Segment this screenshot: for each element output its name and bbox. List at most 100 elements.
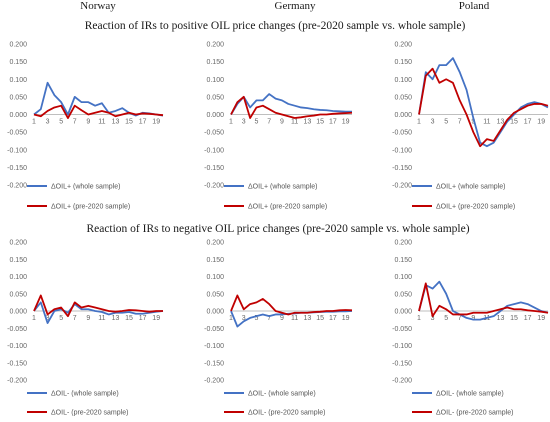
y-tick-label: 0.200	[206, 240, 224, 247]
series-line-whole-sample	[33, 81, 164, 117]
x-tick-label: 3	[46, 119, 50, 126]
country-label-germany: Germany	[275, 0, 316, 12]
y-tick-label: 0.000	[394, 309, 412, 316]
x-tick-label: 15	[125, 119, 133, 126]
y-tick-label: 0.200	[9, 42, 27, 49]
x-tick-label: 17	[139, 315, 147, 322]
y-tick-label: 0.000	[206, 112, 224, 119]
series-line-pre-2020-sample	[230, 294, 353, 316]
x-tick-label: 7	[458, 119, 462, 126]
x-tick-label: 13	[497, 315, 505, 322]
x-tick-label: 9	[471, 119, 475, 126]
x-tick-label: 1	[229, 119, 233, 126]
x-tick-label: 7	[73, 119, 77, 126]
x-tick-label: 5	[444, 119, 448, 126]
series-line-pre-2020-sample	[33, 104, 164, 119]
x-tick-label: 1	[32, 315, 36, 322]
x-tick-label: 9	[280, 315, 284, 322]
legend-label: ΔOIL- (pre-2020 sample)	[248, 410, 325, 417]
x-tick-label: 15	[510, 315, 518, 322]
y-tick-label: -0.200	[204, 183, 224, 190]
x-tick-label: 13	[304, 119, 312, 126]
x-tick-label: 3	[242, 315, 246, 322]
x-tick-label: 7	[458, 315, 462, 322]
y-tick-label: 0.100	[394, 77, 412, 84]
y-tick-label: -0.050	[7, 326, 27, 333]
y-tick-label: 0.150	[394, 257, 412, 264]
legend-label: ΔOIL- (whole sample)	[436, 391, 504, 398]
x-tick-label: 19	[342, 119, 350, 126]
legend-label: ΔOIL+ (whole sample)	[51, 184, 120, 191]
y-tick-label: -0.100	[392, 147, 412, 154]
y-tick-label: 0.000	[9, 309, 27, 316]
y-tick-label: -0.200	[7, 183, 27, 190]
y-tick-label: -0.150	[7, 165, 27, 172]
y-tick-label: 0.100	[9, 77, 27, 84]
x-tick-label: 13	[112, 119, 120, 126]
country-label-norway: Norway	[80, 0, 116, 12]
x-tick-label: 17	[524, 315, 532, 322]
x-tick-label: 9	[86, 119, 90, 126]
y-tick-label: -0.150	[204, 360, 224, 367]
y-tick-label: 0.000	[394, 112, 412, 119]
panel-negative-germany: 0.200 0.150 0.100 0.050 0.000 -0.050 -0.100 -0.…	[204, 240, 353, 417]
legend-label: ΔOIL+ (whole sample)	[436, 184, 505, 191]
x-tick-label: 1	[417, 315, 421, 322]
section-title-positive: Reaction of IRs to positive OIL price ch…	[85, 20, 466, 32]
y-tick-label: 0.050	[9, 94, 27, 101]
panel-positive-norway: 0.200 0.150 0.100 0.050 0.000 -0.050 -0.100 -0.…	[7, 42, 164, 211]
y-tick-label: -0.050	[204, 130, 224, 137]
y-tick-label: -0.150	[392, 360, 412, 367]
x-tick-label: 11	[291, 119, 298, 126]
x-tick-label: 1	[417, 119, 421, 126]
x-tick-label: 3	[46, 315, 50, 322]
series-line-pre-2020-sample	[230, 95, 353, 119]
y-tick-label: -0.200	[392, 378, 412, 385]
x-tick-label: 15	[316, 315, 324, 322]
y-tick-label: -0.200	[7, 378, 27, 385]
series-line-pre-2020-sample	[418, 67, 549, 148]
y-tick-label: 0.200	[9, 240, 27, 247]
x-tick-label: 1	[229, 315, 233, 322]
y-tick-label: -0.150	[7, 360, 27, 367]
series-line-whole-sample	[33, 301, 164, 324]
y-tick-label: 0.050	[394, 291, 412, 298]
y-tick-label: 0.150	[9, 257, 27, 264]
y-tick-label: 0.200	[394, 42, 412, 49]
y-tick-label: -0.100	[7, 343, 27, 350]
panel-positive-poland: 0.200 0.150 0.100 0.050 0.000 -0.050 -0.100 -0.…	[392, 42, 549, 211]
y-tick-label: 0.100	[206, 77, 224, 84]
series-line-pre-2020-sample	[33, 294, 163, 318]
legend-label: ΔOIL- (whole sample)	[248, 391, 316, 398]
y-tick-label: 0.100	[9, 274, 27, 281]
chart-panels: 0.200 0.150 0.100 0.050 0.000 -0.050 -0.100 -0.…	[7, 42, 549, 417]
legend-label: ΔOIL+ (pre-2020 sample)	[248, 204, 327, 211]
x-tick-label: 5	[59, 119, 63, 126]
x-tick-label: 9	[471, 315, 475, 322]
y-tick-label: -0.100	[204, 343, 224, 350]
y-tick-label: 0.200	[394, 240, 412, 247]
x-tick-label: 15	[125, 315, 133, 322]
x-tick-label: 19	[537, 119, 545, 126]
y-tick-label: 0.050	[206, 291, 224, 298]
x-tick-label: 5	[444, 315, 448, 322]
y-tick-label: -0.100	[204, 147, 224, 154]
series-line-whole-sample	[418, 280, 549, 321]
x-tick-label: 17	[524, 119, 532, 126]
y-tick-label: -0.200	[204, 378, 224, 385]
country-headers: Norway Germany Poland	[80, 0, 489, 12]
y-tick-label: -0.150	[392, 165, 412, 172]
x-tick-label: 11	[98, 315, 105, 322]
x-tick-label: 13	[304, 315, 312, 322]
x-tick-label: 7	[267, 315, 271, 322]
x-tick-label: 1	[32, 119, 36, 126]
x-tick-label: 11	[483, 119, 490, 126]
x-tick-label: 5	[255, 315, 259, 322]
y-tick-label: -0.100	[7, 147, 27, 154]
legend-label: ΔOIL+ (whole sample)	[248, 184, 317, 191]
x-tick-label: 17	[329, 315, 337, 322]
legend-label: ΔOIL- (pre-2020 sample)	[51, 410, 128, 417]
x-tick-label: 15	[510, 119, 518, 126]
x-tick-label: 17	[329, 119, 337, 126]
